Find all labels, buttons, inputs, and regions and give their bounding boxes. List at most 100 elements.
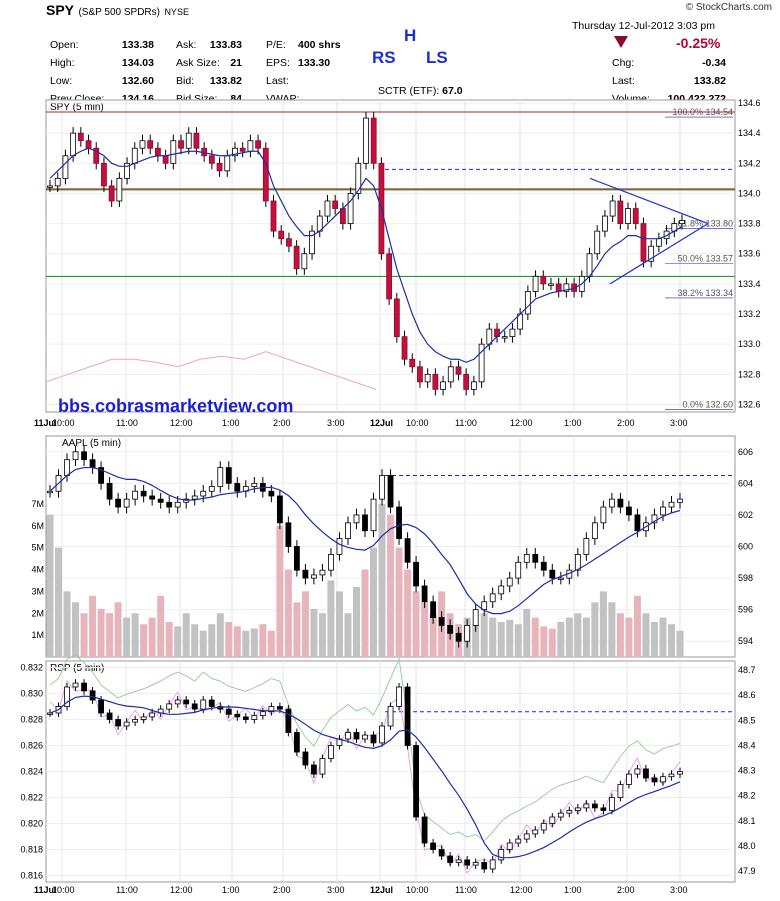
volume-bar <box>352 587 360 657</box>
volume-bar <box>242 630 250 657</box>
y-tick-label: 134.0 <box>738 188 761 198</box>
fib-label: 61.8% 133.80 <box>677 219 733 229</box>
quote-mid-labels: Ask: Ask Size: Bid: Bid Size: <box>176 36 220 108</box>
x-tick-label: 12:00 <box>510 885 533 895</box>
y-tick-label: 594 <box>738 636 753 646</box>
candle <box>413 561 419 587</box>
candle <box>663 230 670 240</box>
volume-bar <box>72 602 80 657</box>
candle <box>332 200 339 209</box>
candle <box>89 459 96 468</box>
x-tick-label: 12Jul <box>370 885 393 895</box>
volume-bar <box>191 624 199 657</box>
candle <box>262 147 269 202</box>
quote-value-0: 133.38 <box>121 39 154 51</box>
candle <box>617 498 624 508</box>
y-tick-label-right: 48.2 <box>738 791 756 801</box>
candle <box>540 823 547 831</box>
candle <box>355 162 362 194</box>
candle <box>345 732 351 740</box>
candle <box>47 185 53 188</box>
candle <box>217 467 224 487</box>
volume-bar <box>55 547 63 657</box>
candle <box>447 366 454 383</box>
volume-bar <box>625 617 633 657</box>
volume-bar <box>123 617 131 657</box>
candle <box>501 336 508 339</box>
quote-value-1: 133.82 <box>693 75 726 87</box>
candle <box>370 734 377 744</box>
candle <box>224 155 231 172</box>
volume-bar <box>676 630 684 657</box>
candle <box>85 140 92 149</box>
x-tick-label: 12:00 <box>510 418 533 428</box>
x-tick-label: 11Jul <box>34 418 57 428</box>
volume-tick-label: 6M <box>31 521 44 531</box>
x-tick-label: 2:00 <box>273 418 291 428</box>
candle <box>626 506 632 516</box>
volume-tick-label: 5M <box>31 543 44 553</box>
candle <box>89 690 96 701</box>
candle <box>498 585 505 595</box>
x-tick-label: 11:00 <box>455 885 477 895</box>
candle <box>166 703 173 710</box>
candle <box>115 498 122 508</box>
volume-bar <box>429 613 437 657</box>
volume-bar <box>208 624 216 657</box>
volume-bar <box>46 514 54 657</box>
volume-bar <box>335 591 343 657</box>
x-tick-label: 3:00 <box>670 418 688 428</box>
candle <box>523 553 530 563</box>
x-tick-label: 11:00 <box>455 418 477 428</box>
candle <box>225 467 232 484</box>
candle <box>455 632 462 642</box>
candle <box>208 155 215 164</box>
candle <box>393 298 400 338</box>
volume-bar <box>114 602 122 657</box>
candle <box>157 498 164 503</box>
y-tick-label-right: 48.4 <box>738 740 756 750</box>
volume-bar <box>344 613 352 657</box>
candle <box>440 381 446 390</box>
candle <box>270 200 277 232</box>
y-tick-label: 0.826 <box>20 741 43 751</box>
candle <box>471 381 477 390</box>
volume-bar <box>97 608 105 657</box>
candle <box>311 574 317 579</box>
y-tick-label-right: 48.1 <box>738 816 756 826</box>
y-tick-label-right: 48.7 <box>738 665 756 675</box>
symbol: SPY <box>46 2 75 18</box>
candle <box>617 200 624 224</box>
y-tick-label: 134.4 <box>738 128 761 138</box>
candle <box>216 162 223 172</box>
x-tick-label: 10:00 <box>52 418 75 428</box>
y-tick-label: 0.820 <box>20 819 43 829</box>
y-tick-label-right: 48.0 <box>738 841 756 851</box>
candle <box>149 712 156 718</box>
volume-bar <box>650 622 658 657</box>
candle <box>574 553 581 571</box>
candle <box>200 490 207 497</box>
candle <box>200 699 207 710</box>
chart-title: SPY (S&P 500 SPDRs) NYSE <box>46 2 189 20</box>
quote-value-2: 400 shrs <box>298 39 341 51</box>
volume-bar <box>182 613 190 657</box>
candle <box>600 807 607 811</box>
candle <box>268 706 275 713</box>
quote-misc-values: 400 shrs 133.30 <box>298 36 341 72</box>
candle <box>571 283 577 292</box>
candle <box>472 609 479 626</box>
candle <box>293 546 300 571</box>
volume-bar <box>480 613 488 657</box>
x-tick-label: 10:00 <box>406 885 429 895</box>
candle <box>643 768 649 779</box>
volume-bar <box>608 602 616 657</box>
volume-bar <box>540 626 548 657</box>
x-tick-label: 11:00 <box>116 885 138 895</box>
candle <box>651 514 658 524</box>
volume-bar <box>370 547 378 657</box>
candle <box>409 358 416 368</box>
candle <box>191 703 198 710</box>
candle <box>301 253 308 270</box>
volume-bar <box>233 626 241 657</box>
